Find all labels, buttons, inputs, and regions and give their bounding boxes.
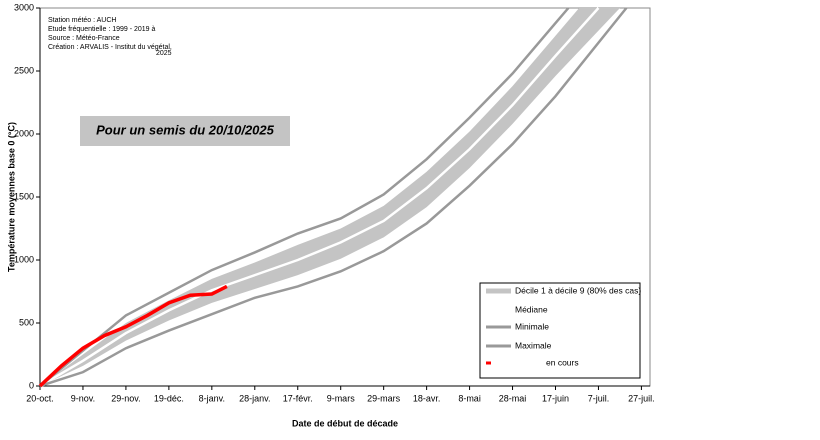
series-line (38, 284, 228, 388)
x-tick-label: 8-mai (458, 393, 481, 403)
y-tick-label: 1000 (14, 254, 34, 264)
y-tick-label: 500 (19, 317, 34, 327)
legend-label: Médiane (515, 304, 548, 314)
y-tick-label: 2000 (14, 128, 34, 138)
x-tick-label: 17-févr. (283, 393, 313, 403)
header-line: Etude fréquentielle : 1999 - 2019 à (48, 26, 156, 33)
x-tick-label: 28-janv. (239, 393, 270, 403)
annotation: Pour un semis du 20/10/2025 (96, 122, 275, 137)
y-tick-label: 0 (29, 380, 34, 390)
legend-label: Maximale (515, 340, 552, 350)
series-line (39, 7, 570, 387)
x-tick-label: 19-déc. (154, 393, 184, 403)
x-tick-label: 29-mars (367, 393, 401, 403)
x-tick-label: 29-nov. (111, 393, 140, 403)
x-tick-label: 28-mai (499, 393, 527, 403)
legend-label: Décile 1 à décile 9 (80% des cas) (515, 285, 641, 295)
y-tick-label: 3000 (14, 2, 34, 12)
x-axis-label: Date de début de décade (292, 418, 398, 428)
header-line: Station météo : AUCH (48, 17, 116, 24)
x-tick-label: 7-juil. (588, 393, 610, 403)
decile-band (40, 8, 620, 386)
x-tick-label: 18-avr. (413, 393, 441, 403)
x-tick-label: 8-janv. (199, 393, 225, 403)
header-line: Création : ARVALIS - Institut du végétal… (48, 44, 172, 51)
y-axis-label: Température moyennes base 0 (°C) (6, 122, 16, 272)
y-tick-label: 2500 (14, 65, 34, 75)
y-tick-label: 1500 (14, 191, 34, 201)
x-tick-label: 17-juin (542, 393, 569, 403)
header-line: Source : Météo-France (48, 35, 120, 42)
x-tick-label: 9-nov. (71, 393, 95, 403)
header-line: 2025 (156, 50, 172, 57)
x-tick-label: 9-mars (327, 393, 356, 403)
legend-label: en cours (546, 357, 579, 367)
x-tick-label: 27-juil. (628, 393, 655, 403)
series-line (39, 7, 600, 388)
series-line (39, 7, 628, 388)
legend-label: Minimale (515, 321, 549, 331)
annotation-box (80, 116, 290, 146)
legend (479, 282, 641, 379)
x-tick-label: 20-oct. (26, 393, 54, 403)
